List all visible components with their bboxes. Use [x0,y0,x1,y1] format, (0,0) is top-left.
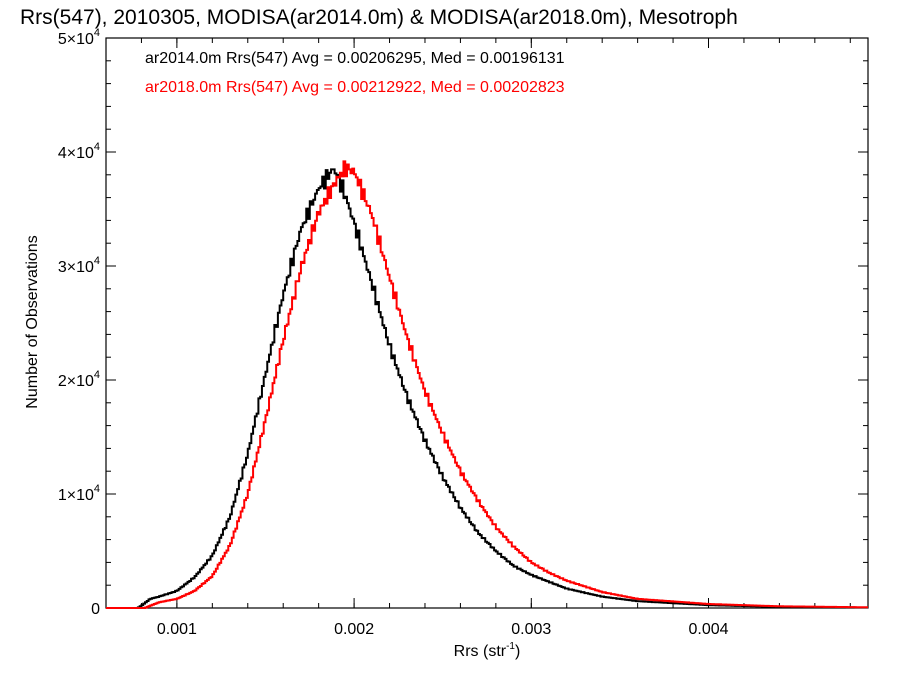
plot-frame [105,37,869,609]
y-tick-label-base: 1×10 [58,487,94,504]
series-ar2014-line [106,168,868,609]
y-tick-label-exp: 4 [94,27,100,39]
x-axis-label-sup: -1 [506,641,515,652]
y-tick-label-exp: 4 [94,369,100,381]
y-tick-label-base: 4×10 [58,145,94,162]
x-tick-label: 0.004 [688,621,728,638]
x-tick-label: 0.002 [334,621,374,638]
y-tick-label: 3×104 [58,255,100,276]
y-tick-label-base: 0 [91,601,100,618]
y-tick-label: 5×104 [58,27,100,48]
legend-entry-ar2018: ar2018.0m Rrs(547) Avg = 0.00212922, Med… [145,79,565,96]
y-axis-label: Number of Observations [24,235,41,408]
y-tick-label-base: 5×10 [58,31,94,48]
x-axis-label: Rrs (str-1) [454,641,521,660]
x-axis-label-main: Rrs (str [454,643,507,660]
legend-entry-ar2014: ar2014.0m Rrs(547) Avg = 0.00206295, Med… [145,50,565,67]
y-tick-label: 2×104 [58,369,100,390]
y-tick-label: 1×104 [58,483,100,504]
y-tick-label-exp: 4 [94,483,100,495]
x-tick-labels: 0.001 0.002 0.003 0.004 [157,621,729,638]
y-tick-label-exp: 4 [94,255,100,267]
x-tick-label: 0.001 [157,621,197,638]
series-ar2018-line [106,160,868,609]
series-group [106,160,868,609]
axis-ticks [105,37,868,609]
y-tick-label-exp: 4 [94,141,100,153]
x-tick-label: 0.003 [511,621,551,638]
y-tick-label: 0 [91,601,100,618]
x-axis-label-close: ) [515,643,520,660]
chart-title: Rrs(547), 2010305, MODISA(ar2014.0m) & M… [20,6,738,29]
y-tick-label: 4×104 [58,141,100,162]
y-tick-label-base: 3×10 [58,259,94,276]
y-tick-label-base: 2×10 [58,373,94,390]
